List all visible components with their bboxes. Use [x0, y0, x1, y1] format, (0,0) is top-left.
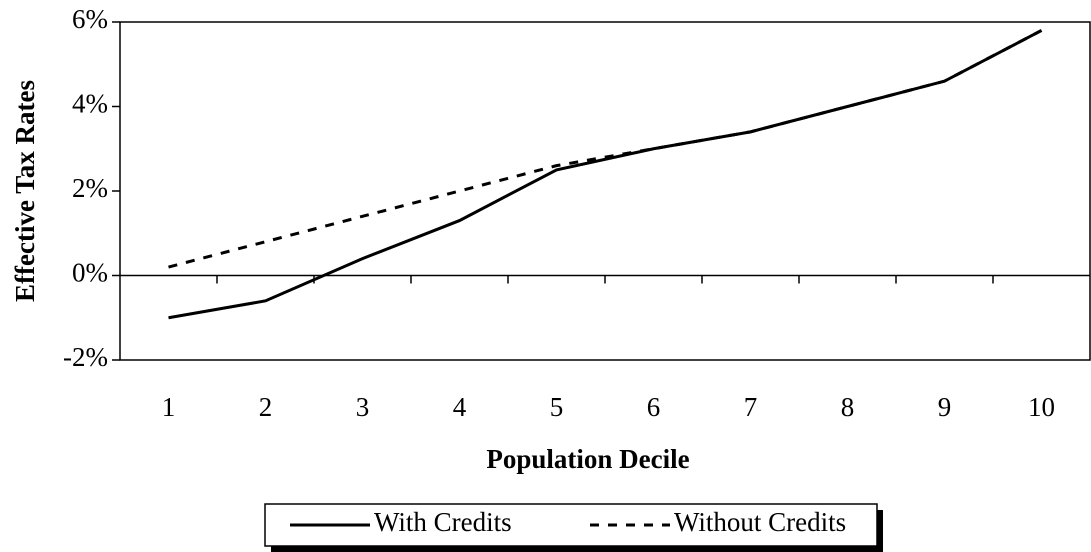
x-tick-label: 3 — [356, 392, 370, 422]
y-tick-label: 4% — [72, 89, 108, 119]
x-tick-label: 2 — [259, 392, 273, 422]
x-tick-label: 1 — [162, 392, 176, 422]
legend — [264, 503, 878, 547]
y-axis-label: Effective Tax Rates — [10, 80, 40, 302]
legend-label: With Credits — [374, 507, 512, 537]
y-tick-label: 0% — [72, 258, 108, 288]
x-tick-label: 9 — [938, 392, 952, 422]
x-tick-label: 10 — [1028, 392, 1055, 422]
plot-area — [119, 21, 1091, 361]
series-line — [168, 29, 1043, 269]
y-tick-label: 6% — [72, 4, 108, 34]
x-tick-label: 6 — [647, 392, 661, 422]
series-line — [168, 29, 1043, 320]
x-tick-label: 7 — [744, 392, 758, 422]
x-tick-label: 8 — [841, 392, 855, 422]
legend-label: Without Credits — [674, 507, 846, 537]
x-axis-label: Population Decile — [486, 444, 689, 474]
x-tick-label: 5 — [550, 392, 564, 422]
x-tick-label: 4 — [453, 392, 467, 422]
y-tick-label: -2% — [63, 342, 108, 372]
y-tick-label: 2% — [72, 173, 108, 203]
